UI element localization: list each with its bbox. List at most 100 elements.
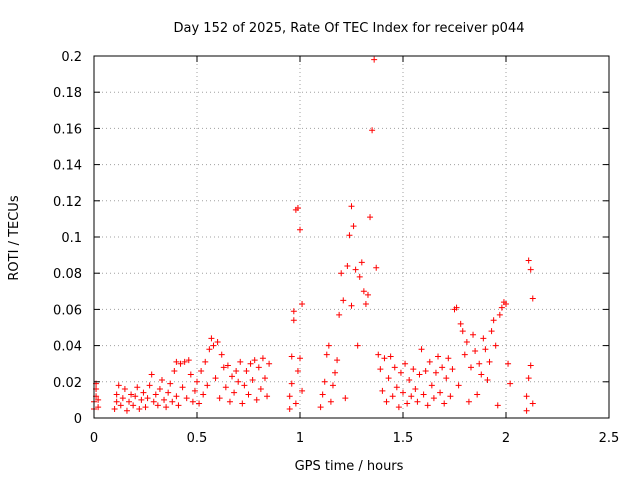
data-point xyxy=(476,360,483,367)
data-point xyxy=(181,358,188,365)
data-point xyxy=(173,358,180,365)
data-point xyxy=(132,393,139,400)
data-point xyxy=(224,362,231,369)
data-point xyxy=(292,400,299,407)
data-point xyxy=(490,317,497,324)
data-point xyxy=(136,405,143,412)
y-tick-label: 0.16 xyxy=(53,122,82,137)
y-tick-label: 0.14 xyxy=(53,159,82,174)
data-point xyxy=(321,378,328,385)
data-point xyxy=(130,402,137,409)
y-tick-label: 0.18 xyxy=(53,86,82,101)
data-point xyxy=(445,355,452,362)
data-point xyxy=(488,328,495,335)
data-point xyxy=(189,398,196,405)
data-point xyxy=(169,398,176,405)
data-point xyxy=(432,369,439,376)
data-point xyxy=(286,405,293,412)
data-point xyxy=(152,391,159,398)
x-tick-label: 1 xyxy=(296,431,304,446)
data-point xyxy=(381,355,388,362)
data-point xyxy=(400,389,406,396)
data-point xyxy=(161,396,168,403)
data-point xyxy=(463,338,470,345)
data-point xyxy=(336,311,343,318)
data-point xyxy=(362,300,369,307)
data-point xyxy=(348,302,355,309)
data-point xyxy=(156,386,163,393)
data-point xyxy=(237,358,244,365)
data-point xyxy=(95,396,102,403)
data-point xyxy=(391,364,398,371)
data-point xyxy=(126,398,133,405)
data-point xyxy=(204,382,211,389)
x-tick-label: 2 xyxy=(502,431,510,446)
data-point xyxy=(202,358,209,365)
data-point xyxy=(198,367,205,374)
x-tick-label: 0.5 xyxy=(187,431,208,446)
data-point xyxy=(525,375,532,382)
data-point xyxy=(323,351,330,358)
data-point xyxy=(364,291,371,298)
data-point xyxy=(503,300,509,307)
data-point xyxy=(408,393,415,400)
data-point xyxy=(453,304,460,311)
axis-ticks: 0 0.02 0.04 0.06 0.08 0.1 0.12 0.14 0.16 0.18 0.2 0… xyxy=(53,50,619,446)
data-point xyxy=(249,376,256,383)
data-point xyxy=(329,382,336,389)
data-point xyxy=(369,127,376,134)
data-point xyxy=(470,331,477,338)
data-point xyxy=(218,351,225,358)
chart-title: Day 152 of 2025, Rate Of TEC Index for r… xyxy=(174,21,525,36)
data-point xyxy=(375,351,382,358)
data-point xyxy=(404,400,411,407)
data-point xyxy=(327,398,334,405)
plot-area-border xyxy=(93,55,610,419)
data-point xyxy=(163,404,170,411)
data-point xyxy=(455,382,462,389)
data-point xyxy=(439,364,446,371)
data-point xyxy=(395,404,402,411)
data-point xyxy=(525,257,532,264)
data-point xyxy=(350,223,357,230)
data-point xyxy=(117,402,124,409)
data-point xyxy=(245,391,252,398)
data-point xyxy=(185,357,192,364)
x-tick-label: 1.5 xyxy=(393,431,414,446)
data-point xyxy=(443,375,450,382)
data-point xyxy=(367,214,374,221)
data-point xyxy=(406,376,413,383)
data-point xyxy=(266,360,273,367)
data-point xyxy=(113,391,120,398)
data-point xyxy=(529,400,536,407)
data-point xyxy=(447,393,454,400)
data-point xyxy=(220,364,227,371)
data-points xyxy=(91,56,536,414)
data-point xyxy=(527,266,534,273)
data-point xyxy=(255,364,262,371)
data-point xyxy=(196,400,203,407)
y-tick-label: 0.12 xyxy=(53,195,82,210)
data-point xyxy=(437,389,444,396)
data-point xyxy=(340,297,347,304)
data-point xyxy=(173,393,180,400)
data-point xyxy=(214,338,221,345)
data-point xyxy=(461,351,468,358)
data-point xyxy=(383,398,390,405)
data-point xyxy=(494,402,501,409)
data-point xyxy=(387,353,394,360)
data-point xyxy=(113,398,120,405)
data-point xyxy=(206,346,213,353)
data-point xyxy=(259,355,266,362)
data-point xyxy=(154,402,161,409)
data-point xyxy=(478,371,485,378)
data-point xyxy=(435,353,442,360)
data-point xyxy=(354,342,361,349)
grid xyxy=(94,56,609,418)
data-point xyxy=(208,335,215,342)
data-point xyxy=(373,264,380,271)
data-point xyxy=(290,317,297,324)
data-point xyxy=(229,373,236,380)
data-point xyxy=(158,376,165,383)
